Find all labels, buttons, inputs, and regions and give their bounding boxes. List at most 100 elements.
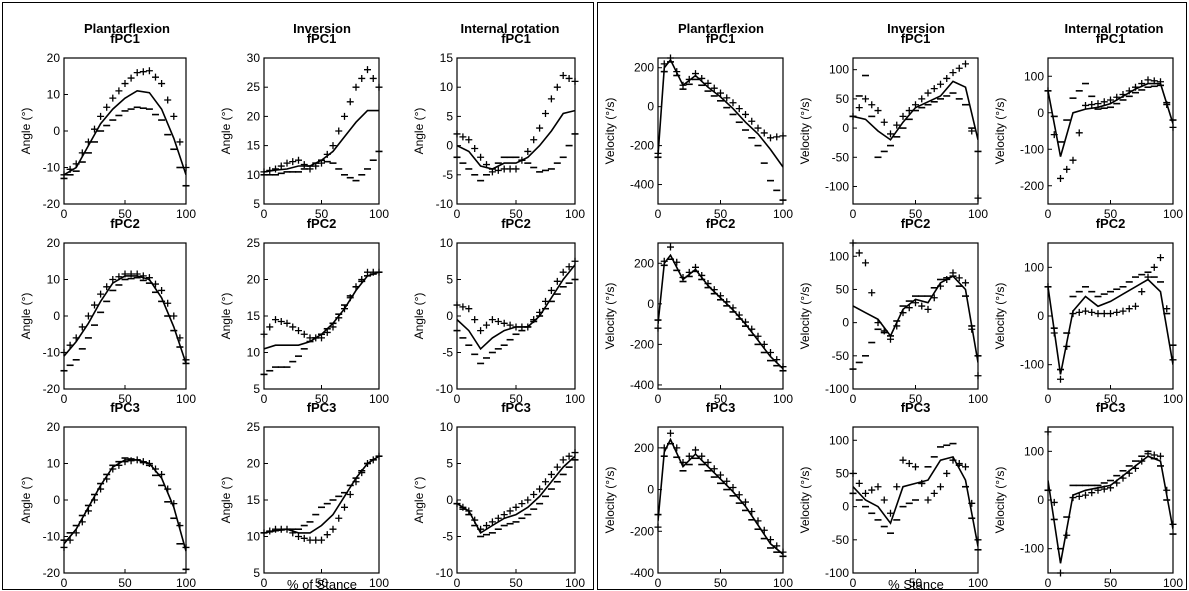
right-r1c0-ytick-label: 200 <box>634 256 654 270</box>
right-r0c1-plus-marker <box>918 95 926 103</box>
left-r2c1-y-axis-label: Angle (°) <box>219 477 233 524</box>
right-r0c1-plus-marker <box>880 118 888 126</box>
left-r1c1-plus-marker <box>323 328 331 336</box>
left-r0c1-title: fPC1 <box>307 31 337 46</box>
right-r1c0-plus-marker <box>773 356 781 364</box>
left-r0c0-plus-marker <box>84 138 92 146</box>
right-r2c1-ytick-label: -100 <box>825 566 849 580</box>
right-r2c2-plus-marker <box>1150 451 1158 459</box>
right-r2c0-plus-marker <box>729 483 737 491</box>
right-r2c1-plus-marker <box>887 509 894 517</box>
left-r2c0-title: fPC3 <box>110 400 140 415</box>
right-r1c2-ytick-label: 0 <box>1037 309 1044 323</box>
right-r0c1-ytick-label: -100 <box>825 179 849 193</box>
right-r1c0-title: fPC2 <box>706 216 736 231</box>
left-r2c1-plus-marker <box>335 514 343 522</box>
left-r2c0-xtick-label: 0 <box>61 576 68 590</box>
right-r1c1-ytick-label: -100 <box>825 382 849 396</box>
left-r1c0-plus-marker <box>176 334 184 342</box>
left-r1c2-plus-marker <box>506 321 514 329</box>
left-r0c1-plus-marker <box>364 66 371 74</box>
left-r0c0-plus-marker <box>170 112 178 120</box>
right-r0c2-plus-marker <box>1063 165 1071 173</box>
left-r1c2-plus-marker <box>488 316 496 324</box>
right-r0c1-axes-box <box>852 57 979 205</box>
left-r2c2-plus-marker <box>524 496 532 504</box>
right-r0c1-plus-marker <box>868 101 876 109</box>
right-r1c2-plus-marker <box>1082 307 1089 315</box>
left-r2c0-plus-marker <box>91 496 98 504</box>
right-r2c2-series-mean-line <box>1048 455 1173 564</box>
left-r0c2-plus-marker <box>542 109 549 117</box>
left-r0c2-xtick-label: 50 <box>509 207 523 221</box>
left-r1c1-ytick-label: 5 <box>253 382 260 396</box>
right-r2c0-ytick-label: 0 <box>647 483 654 497</box>
right-r0c2-xtick-label: 50 <box>1104 207 1118 221</box>
left-r0c1-plus-marker <box>295 156 302 164</box>
left-r1c1-plus-marker <box>300 330 308 338</box>
left-r1c2-ytick-label: 10 <box>440 236 454 250</box>
left-r0c2-ytick-label: -5 <box>442 168 453 182</box>
right-r0c1-plus-marker <box>930 85 938 93</box>
left-r0c0-y-axis-label: Angle (°) <box>19 108 33 155</box>
left-r0c2-plus-marker <box>459 133 467 141</box>
left-r1c2-xtick-label: 100 <box>565 392 585 406</box>
right-r0c2-ytick-label: -200 <box>1020 179 1044 193</box>
left-r1c2-plus-marker <box>453 301 461 309</box>
right-r2c2-plus-marker <box>1075 492 1083 500</box>
right-r1c0-plus-marker <box>723 298 731 306</box>
right-r1c0-plus-marker <box>748 325 756 333</box>
right-r0c1-plus-marker <box>893 121 901 129</box>
right-r0c0-plus-marker <box>723 94 731 102</box>
left-r2c2-plus-marker <box>542 478 549 486</box>
right-r0c2-y-axis-label: Velocity (°/s) <box>993 98 1007 165</box>
left-r1c2-ytick-label: 5 <box>446 273 453 287</box>
left-r2c2-axes-box <box>456 426 576 574</box>
left-r0c0-plus-marker <box>109 94 117 102</box>
right-r2c0-xtick-label: 50 <box>714 576 728 590</box>
right-r2c2-plus-marker <box>1107 484 1114 492</box>
left-r0c1-y-axis-label: Angle (°) <box>219 108 233 155</box>
left-r2c0-plus-marker <box>84 507 92 515</box>
left-r1c2-plus-marker <box>553 277 561 285</box>
right-r0c2-series-mean-line <box>1048 82 1173 157</box>
right-r0c0-ytick-label: -200 <box>630 139 654 153</box>
right-r2c0-series-mean-line <box>658 437 783 555</box>
right-r2c0-plus-marker <box>779 548 787 556</box>
right-r2c0-plus-marker <box>767 536 774 544</box>
left-r1c1-plus-marker <box>266 323 274 331</box>
left-r2c0-axes-box <box>63 426 187 574</box>
left-r0c2-ytick-label: 10 <box>440 80 454 94</box>
right-r1c1-plus-marker <box>868 289 876 297</box>
right-r1c2-plus-marker <box>1163 305 1171 313</box>
left-r2c2-plus-marker <box>483 522 490 530</box>
left-r1c0-ytick-label: 0 <box>53 309 60 323</box>
right-r2c2-ytick-label: 0 <box>1037 493 1044 507</box>
left-r0c1-xtick-label: 0 <box>261 207 268 221</box>
left-r0c1-plus-marker <box>283 159 291 167</box>
right-r1c1-ytick-label: 0 <box>842 316 849 330</box>
left-r1c0-plus-marker <box>97 290 105 298</box>
left-r0c0-ytick-label: 20 <box>47 51 61 65</box>
left-r1c2-ytick-label: -10 <box>436 382 454 396</box>
right-r2c2-plus-marker <box>1125 469 1133 477</box>
right-r0c1-title: fPC1 <box>901 31 931 46</box>
right-r2c0-plus-marker <box>748 507 756 515</box>
right-r2c0-plus-marker <box>679 458 687 466</box>
left-r2c0-plus-marker <box>78 518 86 526</box>
left-r1c0-plus-marker <box>66 341 74 349</box>
right-r2c1-series-mean-line <box>853 455 978 547</box>
right-r2c0-y-axis-label: Velocity (°/s) <box>603 467 617 534</box>
right-figure-panel <box>597 2 1187 590</box>
right-r2c2-xtick-label: 0 <box>1045 576 1052 590</box>
right-r1c1-plus-marker <box>968 325 976 333</box>
right-r2c1-plus-marker <box>924 496 932 504</box>
left-r2c1-ytick-label: 5 <box>253 566 260 580</box>
right-r0c0-plus-marker <box>698 74 706 82</box>
left-r1c2-plus-marker <box>547 286 555 294</box>
right-r2c1-plus-marker <box>930 489 938 497</box>
left-r0c2-y-axis-label: Angle (°) <box>412 108 426 155</box>
left-r0c0-plus-marker <box>164 96 172 104</box>
left-r0c1-plus-marker <box>329 142 337 150</box>
